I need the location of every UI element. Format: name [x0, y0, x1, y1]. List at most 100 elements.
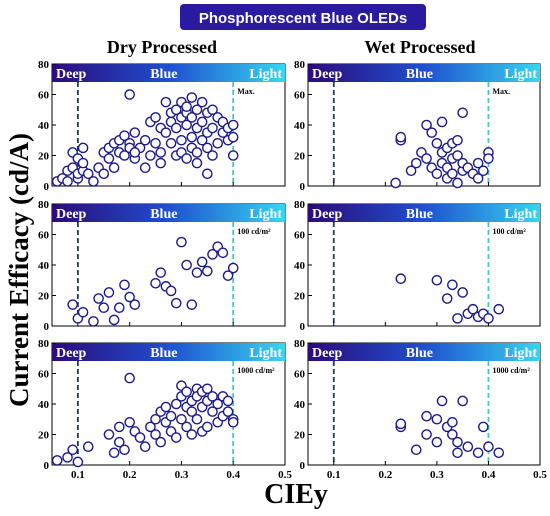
- data-point: [493, 447, 505, 459]
- x-tick-label: 0.5: [533, 469, 547, 481]
- data-point: [207, 391, 218, 402]
- data-point: [227, 119, 239, 131]
- data-point: [457, 107, 468, 119]
- y-tick-label: 60: [38, 90, 50, 102]
- data-point: [483, 153, 494, 164]
- data-point: [170, 432, 182, 443]
- column-title-wet: Wet Processed: [364, 37, 475, 57]
- data-point: [150, 413, 161, 425]
- band-label-blue: Blue: [406, 207, 433, 222]
- band-label-deep: Deep: [56, 346, 87, 361]
- data-point: [483, 313, 494, 324]
- color-band: [308, 64, 540, 82]
- y-tick-label: 40: [38, 260, 50, 272]
- data-point: [410, 157, 422, 169]
- data-point: [119, 130, 130, 141]
- data-point: [227, 150, 239, 161]
- data-point: [227, 131, 239, 143]
- x-tick-label: 0.3: [175, 469, 189, 481]
- data-point: [139, 441, 151, 453]
- data-point: [67, 444, 79, 456]
- data-point: [227, 416, 239, 428]
- column-title-dry: Dry Processed: [107, 37, 217, 57]
- data-point: [196, 116, 208, 128]
- data-point: [431, 168, 443, 180]
- data-point: [202, 142, 213, 154]
- color-band: [52, 64, 285, 82]
- data-point: [191, 267, 203, 278]
- data-point: [181, 153, 192, 164]
- panel-annotation: 100 cd/m²: [237, 227, 271, 236]
- y-tick-label: 80: [294, 59, 306, 71]
- data-point: [421, 119, 432, 131]
- data-point: [176, 236, 187, 248]
- data-point: [103, 153, 115, 164]
- data-point: [441, 293, 453, 304]
- data-point: [129, 299, 141, 310]
- y-tick-label: 60: [294, 230, 306, 242]
- data-point: [150, 277, 161, 289]
- data-point: [390, 177, 401, 189]
- data-point: [426, 127, 438, 138]
- y-axis-label: Current Efficacy (cd/A): [4, 133, 34, 407]
- y-tick-label: 60: [38, 230, 50, 242]
- band-label-blue: Blue: [406, 67, 433, 82]
- data-point: [395, 131, 407, 143]
- data-point: [207, 150, 218, 161]
- figure-title: Phosphorescent Blue OLEDs: [199, 10, 407, 27]
- data-point: [98, 168, 110, 180]
- data-point: [77, 142, 89, 154]
- data-point: [207, 104, 218, 116]
- panel-dry-100: Deep Blue Light 100 cd/m² 0 20 40 60 80: [38, 199, 286, 333]
- data-point: [134, 432, 146, 443]
- data-point: [191, 413, 203, 425]
- data-point: [119, 150, 130, 161]
- x-tick-label: 0.3: [430, 469, 444, 481]
- y-tick-label: 0: [44, 460, 50, 472]
- data-point: [191, 104, 203, 116]
- y-tick-label: 20: [294, 430, 306, 442]
- data-point: [431, 274, 443, 286]
- data-point: [170, 122, 182, 134]
- x-tick-label: 0.2: [378, 469, 392, 481]
- color-band: [52, 343, 285, 361]
- data-point: [431, 137, 443, 149]
- data-point: [196, 96, 208, 108]
- y-tick-label: 40: [294, 260, 306, 272]
- data-point: [51, 455, 63, 466]
- panel-annotation: Max.: [492, 87, 510, 96]
- data-point: [207, 122, 218, 134]
- data-point: [447, 429, 458, 440]
- data-point: [119, 279, 130, 291]
- data-point: [155, 267, 167, 278]
- band-label-blue: Blue: [150, 67, 177, 82]
- data-point: [150, 429, 161, 440]
- band-label-deep: Deep: [312, 207, 343, 222]
- data-point: [436, 395, 448, 407]
- data-point: [160, 127, 172, 138]
- panel-annotation: 1000 cd/m²: [492, 366, 530, 375]
- data-point: [493, 303, 505, 315]
- color-band: [308, 343, 540, 361]
- y-tick-label: 0: [44, 321, 50, 333]
- data-point: [410, 444, 422, 456]
- y-tick-label: 60: [38, 369, 50, 381]
- data-point: [212, 137, 223, 149]
- data-point: [186, 112, 198, 123]
- data-point: [82, 441, 94, 453]
- y-tick-label: 0: [44, 181, 50, 193]
- y-tick-label: 80: [294, 199, 306, 211]
- data-point: [452, 436, 463, 448]
- data-point: [181, 421, 192, 433]
- data-point: [212, 398, 223, 410]
- data-point: [217, 247, 229, 259]
- data-point: [472, 447, 484, 459]
- data-point: [165, 285, 177, 297]
- data-point: [191, 157, 203, 169]
- data-point: [452, 134, 463, 146]
- plot-frame: [51, 203, 286, 327]
- data-point: [160, 96, 172, 108]
- x-tick-label: 0.4: [482, 469, 496, 481]
- data-point: [207, 249, 218, 260]
- x-tick-label: 0.1: [327, 469, 341, 481]
